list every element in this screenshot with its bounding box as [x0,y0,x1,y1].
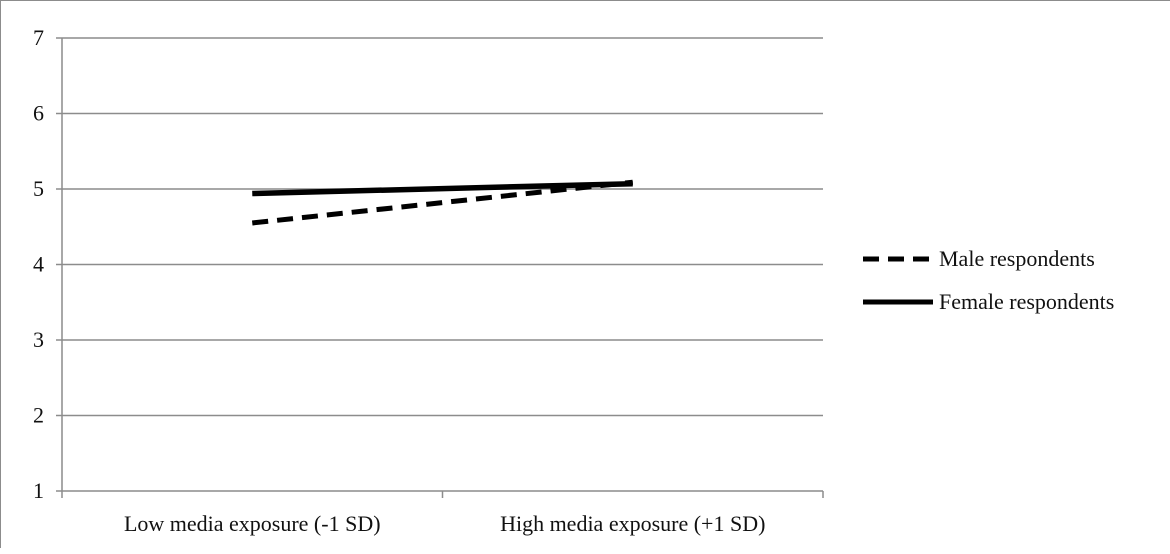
y-tick-label-7: 7 [33,25,44,50]
series-line-0 [251,179,634,226]
series-line-1 [252,180,633,197]
x-tick-labels: Low media exposure (-1 SD) High media exp… [124,511,765,536]
legend: Male respondents Female respondents [863,246,1114,314]
legend-label-1: Female respondents [939,289,1114,314]
y-tick-label-2: 2 [33,403,44,428]
legend-label-0: Male respondents [939,246,1095,271]
y-tick-labels: 1 2 3 4 5 6 7 [33,25,44,503]
gridlines [62,37,823,417]
axes [56,37,824,498]
y-tick-label-5: 5 [33,176,44,201]
x-tick-label-0: Low media exposure (-1 SD) [124,511,381,536]
y-tick-label-4: 4 [33,252,44,277]
series-lines [251,179,634,226]
y-tick-label-1: 1 [33,478,44,503]
y-tick-label-3: 3 [33,327,44,352]
x-tick-label-1: High media exposure (+1 SD) [500,511,765,536]
y-tick-label-6: 6 [33,101,44,126]
